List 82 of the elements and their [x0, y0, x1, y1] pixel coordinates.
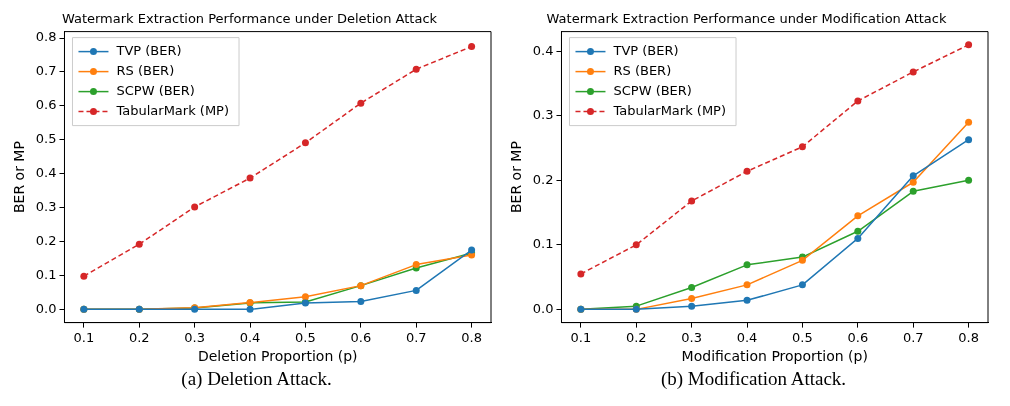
point: [301, 139, 309, 147]
point: [909, 178, 917, 186]
legend-label: TabularMark (MP): [115, 102, 230, 118]
legend-label: TabularMark (MP): [612, 102, 727, 118]
point: [468, 43, 476, 51]
x-tick-label: 0.1: [73, 329, 95, 345]
x-tick-label: 0.2: [128, 329, 150, 345]
x-tick-label: 0.2: [625, 329, 647, 345]
y-tick-label: 0.1: [532, 236, 554, 252]
x-tick-label: 0.6: [847, 329, 869, 345]
point: [632, 241, 640, 249]
y-tick-label: 0.0: [532, 300, 554, 316]
text: (b) Modification Attack.: [659, 368, 848, 390]
point: [357, 99, 365, 107]
legend-label: TVP (BER): [612, 42, 679, 58]
point: [909, 172, 917, 180]
legend-label: RS (BER): [613, 62, 672, 78]
chart-title: Watermark Extraction Performance under Modification Attack: [546, 11, 947, 27]
point: [798, 281, 806, 289]
point: [301, 293, 309, 301]
y-axis-title: BER or MP: [508, 141, 525, 214]
point: [909, 187, 917, 195]
point: [854, 212, 862, 220]
point: [743, 167, 751, 175]
x-tick-label: 0.4: [239, 329, 261, 345]
legend-label: SCPW (BER): [613, 82, 692, 98]
point: [688, 283, 696, 291]
point: [854, 97, 862, 105]
x-tick-label: 0.8: [958, 329, 979, 345]
y-tick-label: 0.6: [35, 97, 57, 113]
point: [688, 197, 696, 205]
point: [246, 174, 254, 182]
y-tick-label: 0.2: [35, 232, 57, 248]
x-tick-label: 0.6: [350, 329, 372, 345]
point: [909, 68, 917, 76]
y-tick-label: 0.8: [35, 29, 57, 45]
x-tick-label: 0.5: [295, 329, 316, 345]
point: [965, 136, 973, 144]
text: (a) Deletion Attack.: [180, 368, 333, 390]
y-axis-title: BER or MP: [11, 141, 28, 214]
point: [412, 65, 420, 73]
point: [688, 294, 696, 302]
legend-label: SCPW (BER): [116, 82, 195, 98]
y-tick-label: 0.3: [532, 107, 554, 123]
point: [854, 234, 862, 242]
point: [191, 203, 199, 211]
y-tick-label: 0.4: [532, 42, 554, 58]
point: [743, 281, 751, 289]
point: [577, 270, 585, 278]
y-tick-label: 0.1: [35, 266, 57, 282]
point: [357, 298, 365, 306]
y-tick-label: 0.3: [35, 199, 57, 214]
point: [412, 286, 420, 294]
x-tick-label: 0.8: [461, 329, 482, 345]
point: [798, 143, 806, 151]
point: [688, 302, 696, 310]
x-axis-title: Deletion Proportion (p): [197, 348, 358, 365]
y-tick-label: 0.5: [35, 131, 57, 147]
point: [965, 176, 973, 184]
legend-label: TVP (BER): [115, 42, 182, 58]
point: [965, 118, 973, 126]
x-tick-label: 0.7: [405, 329, 427, 345]
point: [854, 227, 862, 235]
x-tick-label: 0.4: [736, 329, 758, 345]
x-axis-title: Modification Proportion (p): [681, 348, 868, 365]
y-tick-label: 0.7: [35, 63, 57, 79]
legend-label: RS (BER): [116, 62, 175, 78]
y-tick-label: 0.4: [35, 165, 57, 181]
x-tick-label: 0.7: [902, 329, 924, 345]
y-tick-label: 0.0: [35, 300, 57, 316]
point: [743, 261, 751, 269]
point: [743, 296, 751, 304]
x-tick-label: 0.3: [681, 329, 702, 345]
x-tick-label: 0.5: [792, 329, 813, 345]
y-tick-label: 0.2: [532, 171, 554, 187]
point: [80, 272, 88, 280]
point: [965, 41, 973, 49]
x-tick-label: 0.3: [184, 329, 205, 345]
point: [246, 305, 254, 313]
chart-title: Watermark Extraction Performance under Deletion Attack: [61, 11, 438, 27]
x-tick-label: 0.1: [570, 329, 592, 345]
point: [135, 240, 143, 248]
